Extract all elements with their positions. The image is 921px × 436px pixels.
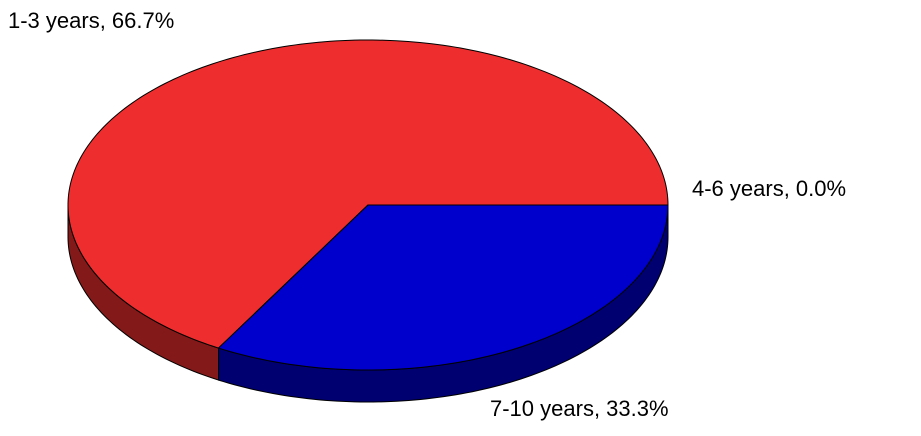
slice: [67, 39, 669, 349]
slice-label: 7-10 years, 33.3%: [490, 396, 669, 421]
slice-label: 4-6 years, 0.0%: [692, 176, 846, 201]
slice: [217, 204, 669, 371]
slice-label: 1-3 years, 66.7%: [8, 8, 174, 33]
